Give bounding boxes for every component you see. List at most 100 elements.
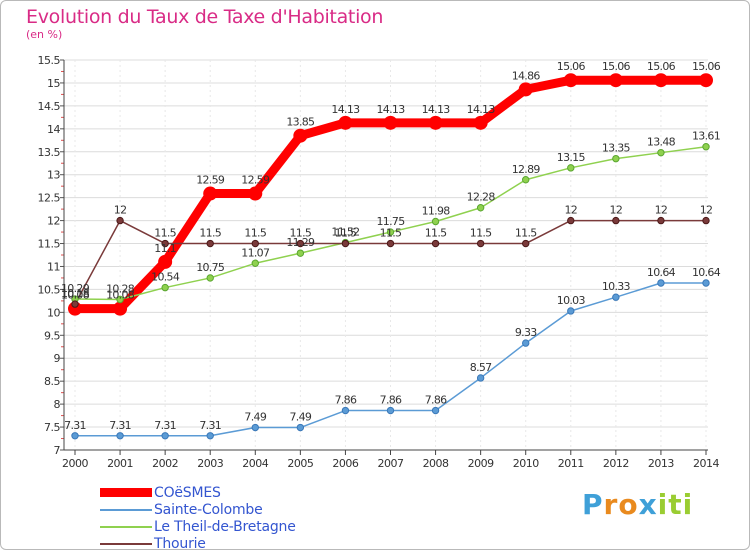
x-tick-label: 2003 [197, 457, 223, 470]
logo-letter: i [657, 488, 669, 521]
data-point [657, 148, 665, 157]
data-point [567, 216, 575, 225]
data-point [161, 432, 169, 440]
legend-item: COëSMES [100, 484, 296, 501]
y-tick-label: 8 [54, 398, 61, 411]
data-point [383, 115, 398, 130]
data-point [612, 293, 620, 301]
data-label: 7.86 [335, 394, 357, 407]
data-point [158, 254, 173, 269]
data-label: 11.5 [199, 227, 221, 240]
data-point [699, 73, 713, 88]
data-label: 7.31 [154, 419, 176, 432]
data-label: 10.08 [106, 289, 135, 302]
data-point [702, 216, 710, 225]
x-tick-label: 2007 [378, 457, 404, 470]
data-point [293, 128, 308, 143]
data-label: 11.5 [470, 227, 492, 240]
legend-item: Le Theil-de-Bretagne [100, 518, 296, 535]
data-label: 10.33 [602, 280, 631, 293]
y-tick-label: 7 [54, 444, 61, 457]
legend-label: Sainte-Colombe [154, 501, 263, 518]
data-label: 12.59 [196, 174, 225, 187]
data-point [203, 186, 218, 201]
y-tick-label: 9.5 [44, 329, 60, 342]
data-point [522, 339, 530, 347]
data-label: 11.1 [154, 242, 176, 255]
data-label: 11.5 [380, 227, 402, 240]
x-tick-label: 2009 [468, 457, 494, 470]
legend-item: Sainte-Colombe [100, 501, 296, 518]
data-label: 7.86 [425, 394, 447, 407]
data-label: 15.06 [557, 60, 586, 73]
data-label: 11.5 [290, 227, 312, 240]
data-point [612, 154, 620, 163]
legend-swatch [100, 508, 152, 511]
data-point [431, 239, 440, 248]
data-point [113, 301, 128, 316]
legend-swatch [100, 542, 152, 545]
data-label: 11.07 [241, 246, 270, 259]
data-point [567, 164, 575, 172]
data-point [431, 406, 440, 415]
data-point [116, 432, 124, 440]
legend-swatch [100, 525, 152, 528]
data-point [251, 239, 259, 248]
y-tick-label: 10.5 [38, 283, 61, 296]
x-tick-label: 2012 [603, 457, 629, 470]
x-tick-label: 2010 [513, 457, 539, 470]
data-label: 11.5 [515, 227, 537, 240]
data-label: 7.31 [199, 419, 221, 432]
data-point [476, 204, 485, 212]
data-label: 12 [700, 204, 713, 217]
legend-swatch [100, 488, 152, 497]
data-label: 7.86 [380, 394, 402, 407]
data-point [248, 186, 263, 201]
data-point [116, 295, 124, 304]
data-point [702, 143, 710, 151]
data-label: 11.5 [244, 227, 266, 240]
y-tick-label: 14 [47, 123, 60, 136]
x-tick-label: 2008 [423, 457, 449, 470]
data-label: 11.5 [335, 227, 357, 240]
data-point [341, 239, 350, 248]
y-tick-label: 12 [47, 215, 60, 228]
data-label: 12 [655, 204, 668, 217]
data-label: 12 [610, 204, 623, 217]
data-label: 13.35 [602, 142, 631, 155]
data-label: 10.18 [61, 287, 90, 300]
data-point [206, 432, 214, 440]
data-label: 7.49 [290, 411, 312, 424]
data-label: 10.75 [196, 261, 225, 274]
data-point [522, 176, 530, 184]
y-tick-label: 8.5 [44, 375, 60, 388]
logo-letter: r [603, 488, 619, 521]
y-tick-label: 13 [47, 169, 60, 182]
data-point [251, 423, 259, 432]
proxiti-logo: Proxiti [582, 488, 693, 521]
logo-letter: t [668, 488, 683, 521]
data-label: 14.13 [422, 103, 451, 116]
data-point [653, 73, 668, 88]
data-label: 8.57 [470, 361, 492, 374]
data-label: 7.31 [64, 419, 86, 432]
legend-item: Thourie [100, 535, 296, 552]
data-label: 10.64 [647, 266, 676, 279]
y-tick-label: 15.5 [38, 54, 61, 67]
legend-label: COëSMES [154, 484, 221, 501]
data-label: 13.15 [557, 151, 586, 164]
data-label: 11.98 [422, 205, 451, 218]
data-label: 13.48 [647, 136, 676, 149]
legend-label: Le Theil-de-Bretagne [154, 518, 296, 535]
data-point [702, 279, 710, 287]
data-label: 14.13 [467, 103, 496, 116]
data-label: 13.61 [692, 130, 720, 143]
data-point [522, 239, 530, 248]
data-point [428, 115, 443, 130]
data-point [657, 216, 665, 225]
data-point [476, 374, 485, 382]
x-tick-label: 2011 [558, 457, 584, 470]
y-tick-label: 11 [47, 260, 60, 273]
data-label: 11.5 [154, 227, 176, 240]
